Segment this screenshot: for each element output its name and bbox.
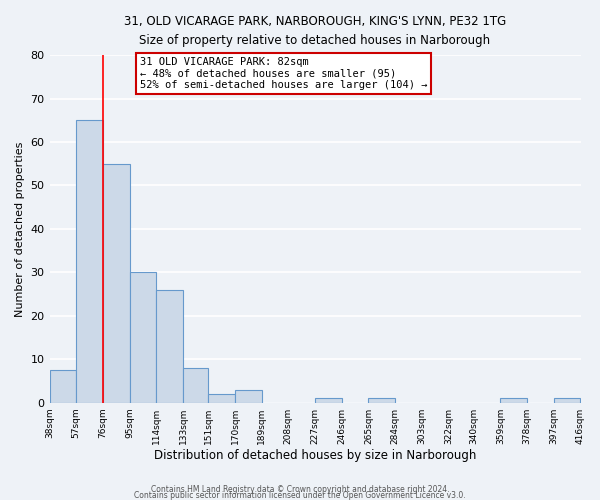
Bar xyxy=(156,290,183,403)
Y-axis label: Number of detached properties: Number of detached properties xyxy=(15,141,25,316)
Bar xyxy=(235,390,262,402)
Bar xyxy=(130,272,156,402)
Bar xyxy=(554,398,580,402)
Text: Contains HM Land Registry data © Crown copyright and database right 2024.: Contains HM Land Registry data © Crown c… xyxy=(151,484,449,494)
Bar xyxy=(183,368,208,402)
Bar xyxy=(76,120,103,402)
Bar xyxy=(368,398,395,402)
Bar xyxy=(208,394,235,402)
Bar xyxy=(500,398,527,402)
Text: 31 OLD VICARAGE PARK: 82sqm
← 48% of detached houses are smaller (95)
52% of sem: 31 OLD VICARAGE PARK: 82sqm ← 48% of det… xyxy=(140,57,427,90)
X-axis label: Distribution of detached houses by size in Narborough: Distribution of detached houses by size … xyxy=(154,450,476,462)
Text: Contains public sector information licensed under the Open Government Licence v3: Contains public sector information licen… xyxy=(134,490,466,500)
Bar xyxy=(50,370,76,402)
Title: 31, OLD VICARAGE PARK, NARBOROUGH, KING'S LYNN, PE32 1TG
Size of property relati: 31, OLD VICARAGE PARK, NARBOROUGH, KING'… xyxy=(124,15,506,47)
Bar xyxy=(315,398,342,402)
Bar xyxy=(103,164,130,402)
